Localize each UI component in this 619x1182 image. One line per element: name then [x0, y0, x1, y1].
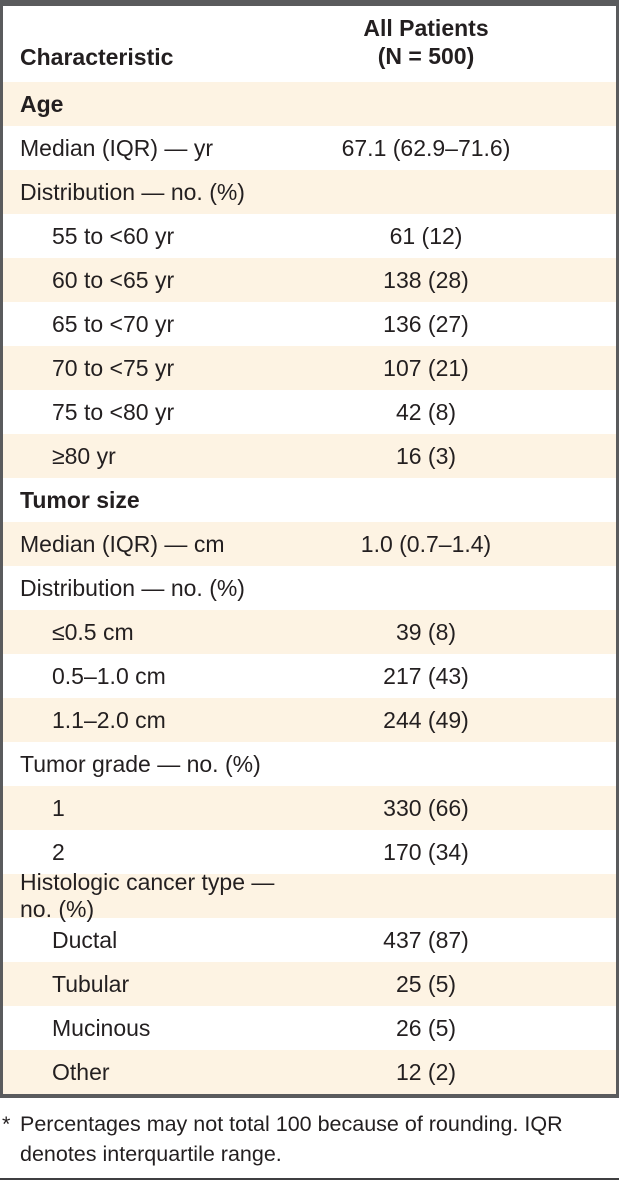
table-row: Ductal 437 (87) [3, 918, 616, 962]
characteristics-table: Characteristic All Patients (N = 500) Ag… [0, 0, 619, 1098]
row-value: 1.0 (0.7–1.4) [360, 530, 492, 557]
row-value: 170 (34) [383, 838, 469, 865]
row-label: Distribution — no. (%) [20, 574, 245, 601]
row-label: 0.5–1.0 cm [52, 662, 166, 689]
table-row: Mucinous 26 (5) [3, 1006, 616, 1050]
footnote-marker: * [2, 1112, 11, 1136]
header-all-patients: All Patients (N = 500) [306, 14, 546, 72]
row-value: 217 (43) [383, 662, 469, 689]
row-value: 67.1 (62.9–71.6) [341, 134, 511, 161]
row-value: 244 (49) [383, 706, 469, 733]
table-row: 70 to <75 yr 107 (21) [3, 346, 616, 390]
table-body: Age Median (IQR) — yr 67.1 (62.9–71.6) D… [3, 82, 616, 1094]
row-label: Age [20, 90, 64, 117]
table-row: 65 to <70 yr 136 (27) [3, 302, 616, 346]
row-label: Other [52, 1058, 110, 1085]
row-value: 39 (8) [395, 618, 457, 645]
table-header-row: Characteristic All Patients (N = 500) [3, 6, 616, 82]
row-value: 42 (8) [395, 398, 457, 425]
table-row: 1.1–2.0 cm 244 (49) [3, 698, 616, 742]
row-value: 12 (2) [395, 1058, 457, 1085]
row-value: 61 (12) [389, 222, 463, 249]
table-row: ≤0.5 cm 39 (8) [3, 610, 616, 654]
row-label: Histologic cancer type — no. (%) [20, 869, 275, 922]
row-value: 136 (27) [383, 310, 469, 337]
table-row: Tumor size [3, 478, 616, 522]
row-label: Median (IQR) — cm [20, 530, 225, 557]
table-row: Distribution — no. (%) [3, 566, 616, 610]
row-value: 107 (21) [383, 354, 469, 381]
row-label: ≤0.5 cm [52, 618, 134, 645]
table-row: Median (IQR) — yr 67.1 (62.9–71.6) [3, 126, 616, 170]
row-label: Tumor size [20, 486, 140, 513]
table-row: Tubular 25 (5) [3, 962, 616, 1006]
row-label: Tubular [52, 970, 130, 997]
footnote-text: Percentages may not total 100 because of… [20, 1112, 563, 1166]
row-label: Tumor grade — no. (%) [20, 750, 261, 777]
header-all-patients-line2: (N = 500) [377, 43, 475, 70]
table-row: ≥80 yr 16 (3) [3, 434, 616, 478]
row-label: 70 to <75 yr [52, 354, 175, 381]
row-label: 65 to <70 yr [52, 310, 175, 337]
table-row: 0.5–1.0 cm 217 (43) [3, 654, 616, 698]
table-row: 1 330 (66) [3, 786, 616, 830]
row-label: 55 to <60 yr [52, 222, 175, 249]
header-all-patients-line1: All Patients [363, 14, 489, 41]
row-label: Median (IQR) — yr [20, 134, 213, 161]
row-label: 2 [52, 838, 65, 865]
table-row: Median (IQR) — cm 1.0 (0.7–1.4) [3, 522, 616, 566]
row-label: 75 to <80 yr [52, 398, 175, 425]
header-characteristic: Characteristic [20, 44, 174, 70]
table-row: 75 to <80 yr 42 (8) [3, 390, 616, 434]
row-label: Mucinous [52, 1014, 151, 1041]
row-label: 60 to <65 yr [52, 266, 175, 293]
table-row: 60 to <65 yr 138 (28) [3, 258, 616, 302]
table-row: Age [3, 82, 616, 126]
table-row: Other 12 (2) [3, 1050, 616, 1094]
table-row: 2 170 (34) [3, 830, 616, 874]
row-value: 138 (28) [383, 266, 469, 293]
row-label: 1.1–2.0 cm [52, 706, 166, 733]
table-row: Distribution — no. (%) [3, 170, 616, 214]
row-label: ≥80 yr [52, 442, 116, 469]
row-value: 16 (3) [395, 442, 457, 469]
row-label: Distribution — no. (%) [20, 178, 245, 205]
row-label: 1 [52, 794, 65, 821]
table-row: Tumor grade — no. (%) [3, 742, 616, 786]
row-value: 26 (5) [395, 1014, 457, 1041]
row-label: Ductal [52, 926, 118, 953]
table-row: Histologic cancer type — no. (%) [3, 869, 616, 922]
row-value: 25 (5) [395, 970, 457, 997]
row-value: 330 (66) [383, 794, 469, 821]
table-row: 55 to <60 yr 61 (12) [3, 214, 616, 258]
bottom-rule [0, 1178, 619, 1181]
table-footnote: * Percentages may not total 100 because … [0, 1110, 609, 1169]
row-value: 437 (87) [383, 926, 469, 953]
